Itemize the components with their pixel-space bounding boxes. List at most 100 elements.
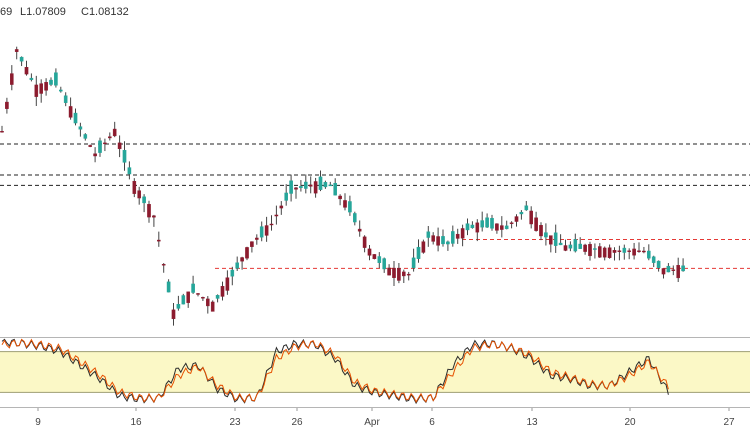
candle-body: [147, 204, 151, 218]
candle-body: [103, 142, 107, 145]
candle-body: [455, 233, 460, 239]
candle-body: [220, 286, 225, 297]
time-tick-label: 9: [35, 417, 41, 428]
candle-body: [446, 241, 450, 245]
stoch-d-line: [1, 338, 669, 403]
candle-body: [465, 223, 470, 231]
candle-body: [544, 232, 548, 238]
candle-body: [304, 181, 308, 189]
candle-body: [451, 231, 455, 244]
candle-body: [14, 49, 19, 52]
candle-body: [617, 250, 622, 252]
candle-body: [622, 247, 627, 253]
ohlc-header: 69 L1.07809 C1.08132: [0, 6, 129, 18]
ohlc-fragment: 69: [0, 6, 12, 18]
candle-body: [529, 210, 533, 225]
candle-body: [588, 244, 592, 257]
candle-body: [68, 106, 73, 118]
candle-body: [431, 235, 436, 242]
candle-body: [49, 79, 53, 85]
candle-body: [343, 200, 347, 208]
candle-body: [637, 250, 641, 252]
candle-body: [215, 295, 220, 299]
candle-body: [480, 220, 485, 228]
candle-body: [289, 180, 293, 194]
time-tick-label: 16: [130, 417, 142, 428]
candle-body: [225, 277, 230, 291]
candle-body: [558, 242, 563, 246]
candle-body: [313, 181, 318, 194]
candle-body: [387, 267, 391, 276]
candle-body: [59, 89, 63, 92]
time-tick-label: 27: [723, 417, 735, 428]
candle-body: [191, 283, 195, 293]
candle-body: [500, 225, 504, 230]
candle-body: [539, 225, 543, 237]
candle-body: [671, 269, 676, 271]
candle-body: [362, 236, 367, 248]
candle-body: [250, 241, 254, 247]
time-tick-label: 23: [229, 417, 241, 428]
candle-body: [573, 239, 578, 252]
candle-body: [333, 182, 338, 196]
candle-body: [161, 264, 166, 266]
candle-body: [651, 256, 656, 263]
candle-body: [19, 56, 24, 62]
stochastic-pane[interactable]: [0, 338, 750, 405]
candle-body: [240, 257, 244, 262]
pane-separator[interactable]: [0, 337, 750, 408]
candle-body: [132, 181, 137, 194]
candle-body: [661, 268, 666, 275]
candle-body: [681, 265, 685, 272]
candle-body: [127, 167, 132, 175]
candle-body: [421, 241, 426, 253]
candle-body: [196, 293, 200, 295]
candle-body: [142, 196, 146, 204]
candle-body: [598, 246, 602, 258]
candle-body: [274, 214, 279, 217]
candle-body: [24, 67, 29, 75]
candle-body: [406, 273, 411, 276]
candle-body: [402, 271, 406, 277]
time-tick-label: 6: [429, 417, 435, 428]
candle-body: [5, 101, 9, 109]
candle-body: [534, 217, 538, 231]
candle-body: [9, 73, 14, 85]
candle-body: [107, 136, 112, 139]
candlesticks: [0, 46, 685, 326]
candle-body: [382, 258, 387, 270]
candle-body: [470, 224, 475, 229]
candle-body: [441, 236, 445, 245]
stoch-band: [0, 351, 750, 393]
candle-body: [485, 217, 489, 228]
candle-body: [245, 247, 249, 259]
candle-body: [201, 297, 205, 299]
candle-body: [656, 260, 661, 268]
time-axis[interactable]: 9 16 23 26 Apr 6 13 20 27: [0, 408, 750, 430]
candle-body: [627, 250, 631, 252]
candle-body: [88, 145, 92, 147]
candle-body: [568, 244, 573, 249]
candle-body: [117, 142, 122, 150]
candle-body: [495, 223, 499, 231]
candle-body: [593, 248, 597, 250]
candle-body: [602, 247, 607, 258]
candle-body: [318, 176, 323, 190]
candle-body: [152, 215, 156, 218]
candle-body: [54, 72, 58, 86]
candle-body: [259, 226, 264, 238]
level-lines: [0, 143, 750, 269]
candle-body: [612, 250, 617, 253]
candle-body: [348, 201, 352, 213]
candle-body: [63, 95, 68, 103]
candle-body: [39, 83, 43, 94]
candle-body: [254, 237, 259, 240]
time-axis-bg: [0, 408, 750, 430]
candle-body: [171, 309, 176, 320]
candle-body: [44, 82, 48, 91]
candle-body: [264, 225, 269, 236]
candle-body: [563, 245, 568, 251]
candle-body: [392, 267, 396, 278]
